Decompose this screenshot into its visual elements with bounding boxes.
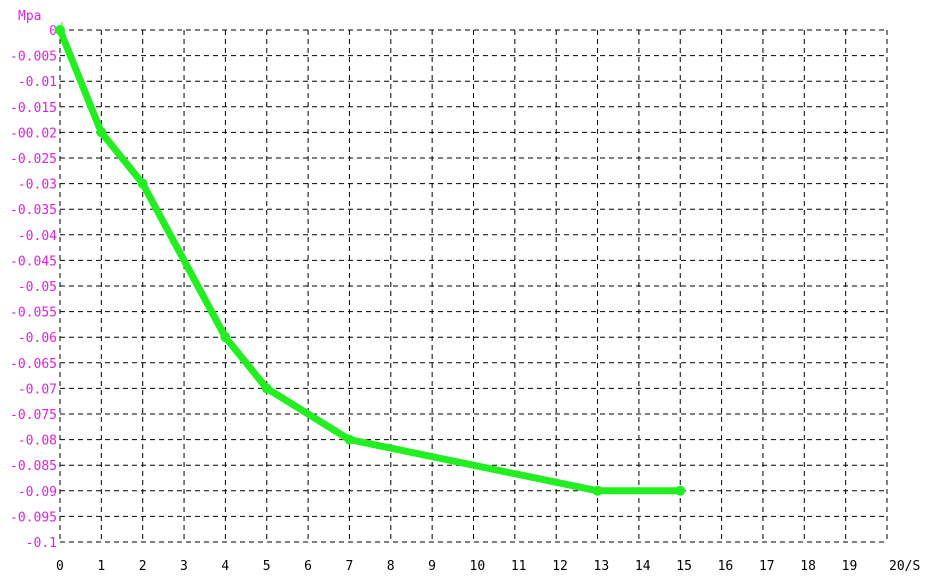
x-tick-label: 17 — [759, 559, 775, 574]
x-tick-label: 13 — [594, 559, 610, 574]
y-tick-label: -0.095 — [10, 510, 57, 525]
y-tick-label: -0.015 — [10, 101, 57, 116]
x-tick-label: 19 — [842, 559, 858, 574]
series-line — [56, 28, 681, 495]
x-tick-label: 16 — [718, 559, 734, 574]
data-point — [220, 332, 231, 343]
y-tick-label: -0.03 — [18, 178, 57, 193]
x-tick-label: 15 — [676, 559, 692, 574]
y-tick-label: -0.075 — [10, 408, 57, 423]
data-point — [55, 25, 65, 35]
data-point — [137, 178, 148, 189]
x-tick-label: 1 — [97, 559, 105, 574]
y-tick-label: -0.04 — [18, 229, 57, 244]
y-tick-label: -0.01 — [18, 75, 57, 90]
data-point — [592, 485, 603, 496]
y-tick-label: -0.05 — [18, 280, 57, 295]
y-tick-label: 0 — [49, 24, 57, 39]
data-point — [261, 383, 272, 394]
x-tick-label: 12 — [552, 559, 568, 574]
y-tick-labels: 0 -0.005 -0.01 -0.015 -00.02 -0.025 -0.03 -0.03… — [10, 24, 57, 551]
y-tick-label: -0.08 — [18, 434, 57, 449]
y-tick-label: -0.085 — [10, 459, 57, 474]
x-tick-label: 6 — [304, 559, 312, 574]
series — [55, 22, 686, 496]
y-tick-label: -0.07 — [18, 382, 57, 397]
x-tick-label: 5 — [263, 559, 271, 574]
data-point — [675, 485, 686, 496]
y-tick-label: -0.055 — [10, 306, 57, 321]
y-tick-label: -0.035 — [10, 203, 57, 218]
x-tick-label: 4 — [221, 559, 229, 574]
y-tick-label: -0.065 — [10, 357, 57, 372]
x-tick-label: 10 — [470, 559, 486, 574]
x-tick-labels: 0 1 2 3 4 5 6 7 8 9 10 11 12 13 14 15 16 17 18 19 — [56, 559, 857, 574]
data-point — [96, 127, 107, 138]
y-tick-label: -0.09 — [18, 485, 57, 500]
data-point — [344, 434, 355, 445]
x-tick-label: 0 — [56, 559, 64, 574]
x-axis-end-label: 20/S — [889, 559, 920, 574]
x-tick-label: 7 — [345, 559, 353, 574]
x-tick-label: 18 — [800, 559, 816, 574]
x-tick-label: 3 — [180, 559, 188, 574]
y-tick-label: -0.045 — [10, 254, 57, 269]
x-tick-label: 8 — [387, 559, 395, 574]
y-tick-label: -0.025 — [10, 152, 57, 167]
x-tick-label: 11 — [511, 559, 527, 574]
y-tick-label: -0.005 — [10, 50, 57, 65]
x-tick-label: 9 — [428, 559, 436, 574]
x-tick-label: 2 — [139, 559, 147, 574]
y-tick-label: -00.02 — [10, 126, 57, 141]
y-tick-label: -0.06 — [18, 331, 57, 346]
y-tick-label: -0.1 — [26, 536, 57, 551]
y-axis-label: Mpa — [18, 9, 41, 24]
x-tick-label: 14 — [635, 559, 651, 574]
